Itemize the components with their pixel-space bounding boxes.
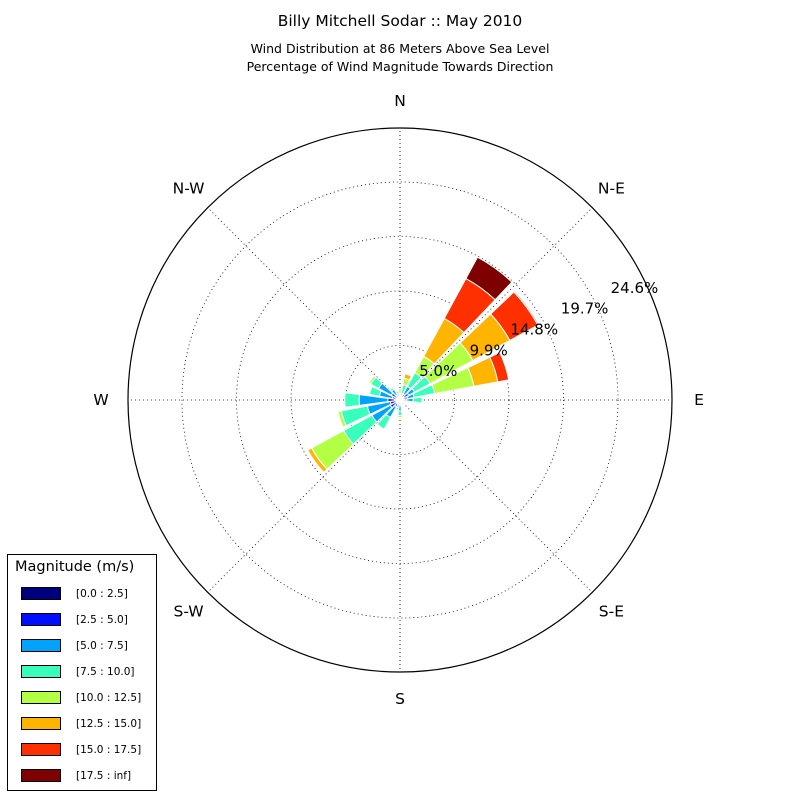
legend-swatch [21,587,61,600]
legend-swatch [21,691,61,704]
radial-tick-label: 9.9% [470,341,508,359]
direction-label: S [395,690,405,708]
legend-swatch [21,639,61,652]
wind-wedge [465,256,513,301]
wind-wedge [397,410,403,416]
direction-label: N-E [598,180,625,198]
legend-label: [12.5 : 15.0] [76,718,142,730]
direction-label: N [394,92,406,110]
direction-label: S-E [599,602,624,620]
radial-tick-label: 14.8% [510,320,558,338]
direction-label: N-W [173,180,205,198]
wind-wedge [397,414,403,419]
wind-wedge [395,406,400,411]
legend-swatch [21,665,61,678]
legend-swatch [21,769,61,782]
chart-subtitle-2: Percentage of Wind Magnitude Towards Dir… [246,59,554,74]
legend-label: [17.5 : inf] [76,770,132,782]
outer-circle [127,127,673,673]
wind-wedge [421,396,424,404]
wind-wedge [389,386,395,392]
legend-title: Magnitude (m/s) [15,559,135,575]
legend-label: [10.0 : 12.5] [76,692,142,704]
angular-grid-line [207,399,401,593]
direction-label: W [93,391,108,409]
wind-wedge [397,388,403,396]
wind-wedge [400,401,404,405]
wind-wedge [368,374,377,385]
angular-grid-line [207,207,401,401]
wind-wedge [395,389,399,393]
radial-grid-circle [290,290,510,510]
radial-grid-circle [236,236,564,564]
wind-wedge [412,396,423,404]
wind-wedge [368,386,382,397]
legend-swatch [21,613,61,626]
wind-wedge [337,410,347,428]
radial-tick-label: 19.7% [561,300,609,318]
radial-grid-circle [345,345,455,455]
radial-tick-label: 5.0% [419,362,457,380]
wind-wedge [403,373,413,381]
wind-wedge [513,290,540,326]
wind-wedge [344,392,361,408]
legend-label: [2.5 : 5.0] [76,614,128,626]
radial-grid-circle [181,181,619,619]
direction-label: S-W [174,602,204,620]
wind-wedge [406,397,414,403]
legend-swatch [21,717,61,730]
angular-grid-line [399,399,593,593]
legend-label: [0.0 : 2.5] [76,588,128,600]
legend-label: [15.0 : 17.5] [76,744,142,756]
wind-wedge [489,351,510,383]
wind-wedge [307,447,328,474]
chart-title: Billy Mitchell Sodar :: May 2010 [277,12,523,30]
legend-label: [7.5 : 10.0] [76,666,135,678]
radial-tick-label: 24.6% [611,279,659,297]
legend-label: [5.0 : 7.5] [76,640,128,652]
legend-swatch [21,743,61,756]
chart-subtitle-1: Wind Distribution at 86 Meters Above Sea… [250,41,550,56]
legend: Magnitude (m/s) [0.0 : 2.5] [2.5 : 5.0] … [7,554,157,791]
wind-wedge [375,423,385,431]
direction-label: E [694,391,704,409]
